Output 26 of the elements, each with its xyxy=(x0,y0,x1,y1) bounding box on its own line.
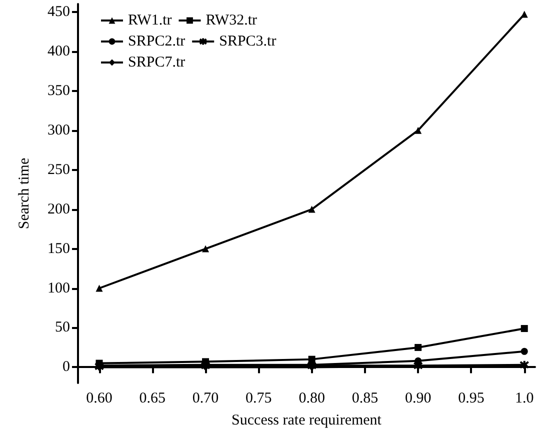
x-tick-label: 0.70 xyxy=(192,390,219,406)
legend-label: SRPC7.tr xyxy=(128,54,186,70)
y-axis-title: Search time xyxy=(16,158,32,230)
x-tick-label: 0.60 xyxy=(86,390,112,406)
x-tick-label: 0.90 xyxy=(404,390,432,406)
y-tick-label: 450 xyxy=(48,4,70,20)
x-axis-title: Success rate requirement xyxy=(232,412,382,428)
x-tick-label: 0.75 xyxy=(246,390,272,406)
y-tick-label: 200 xyxy=(48,201,70,218)
y-tick-label: 150 xyxy=(48,240,70,257)
x-tick-label: 0.85 xyxy=(352,390,378,406)
y-tick-label: 0 xyxy=(62,359,70,376)
legend-label: SRPC3.tr xyxy=(219,34,276,50)
y-tick-label: 100 xyxy=(48,280,70,296)
y-tick-label: 250 xyxy=(48,162,70,178)
x-tick-label: 0.95 xyxy=(458,390,484,406)
x-tick-label: 0.65 xyxy=(139,390,166,406)
x-tick-label: 1.0 xyxy=(514,390,534,406)
y-tick-label: 50 xyxy=(55,320,70,336)
y-tick-label: 300 xyxy=(48,122,70,138)
legend-label: RW32.tr xyxy=(206,12,257,28)
y-tick-label: 350 xyxy=(48,82,70,99)
y-tick-label: 400 xyxy=(48,43,70,60)
legend-label: SRPC2.tr xyxy=(128,34,186,50)
x-tick-label: 0.80 xyxy=(298,390,325,406)
legend-label: RW1.tr xyxy=(128,12,172,28)
